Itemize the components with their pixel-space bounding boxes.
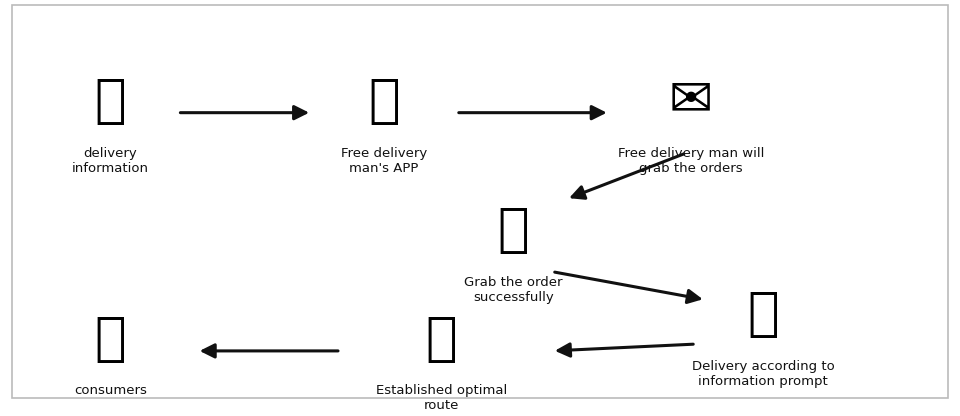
Text: Established optimal
route: Established optimal route (376, 384, 507, 412)
Text: Delivery according to
information prompt: Delivery according to information prompt (692, 360, 834, 388)
Text: 🚪: 🚪 (95, 313, 126, 365)
Text: delivery
information: delivery information (72, 147, 149, 175)
Text: 📦: 📦 (498, 204, 529, 256)
Text: 📋: 📋 (369, 75, 399, 127)
Text: ✉️: ✉️ (669, 75, 713, 127)
Text: Grab the order
successfully: Grab the order successfully (465, 276, 563, 304)
Text: 🚕: 🚕 (426, 313, 457, 365)
Text: Free delivery man will
grab the orders: Free delivery man will grab the orders (618, 147, 764, 175)
Text: Free delivery
man's APP: Free delivery man's APP (341, 147, 427, 175)
Text: 💻: 💻 (95, 75, 126, 127)
Text: consumers: consumers (74, 384, 147, 397)
Text: 📱: 📱 (748, 288, 779, 340)
